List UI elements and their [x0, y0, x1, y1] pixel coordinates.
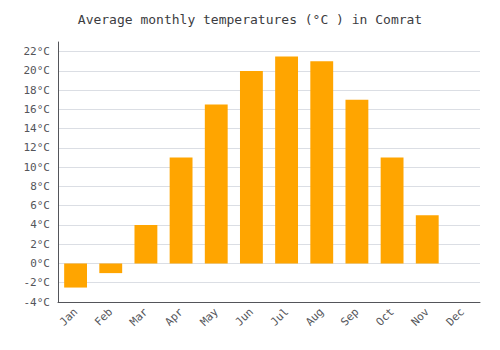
svg-text:May: May: [198, 305, 221, 328]
svg-text:-2°C: -2°C: [24, 276, 51, 289]
svg-text:Jun: Jun: [233, 305, 256, 328]
svg-text:Mar: Mar: [127, 305, 150, 328]
svg-text:0°C: 0°C: [30, 257, 50, 270]
svg-text:22°C: 22°C: [24, 45, 51, 58]
svg-text:14°C: 14°C: [24, 122, 51, 135]
svg-text:Feb: Feb: [92, 305, 115, 328]
svg-text:12°C: 12°C: [24, 141, 51, 154]
svg-text:20°C: 20°C: [24, 64, 51, 77]
svg-text:Apr: Apr: [162, 305, 185, 328]
svg-text:Jul: Jul: [268, 305, 291, 328]
svg-text:10°C: 10°C: [24, 161, 51, 174]
svg-text:2°C: 2°C: [30, 238, 50, 251]
svg-text:4°C: 4°C: [30, 218, 50, 231]
svg-text:18°C: 18°C: [24, 84, 51, 97]
svg-text:Aug: Aug: [303, 305, 326, 328]
svg-text:16°C: 16°C: [24, 103, 51, 116]
svg-text:Nov: Nov: [409, 305, 432, 328]
svg-text:Average monthly temperatures (: Average monthly temperatures (°C ) in Co…: [78, 12, 422, 27]
svg-text:Sep: Sep: [338, 305, 361, 328]
svg-text:8°C: 8°C: [30, 180, 50, 193]
svg-text:-4°C: -4°C: [24, 296, 51, 309]
svg-text:Dec: Dec: [444, 305, 467, 328]
svg-text:6°C: 6°C: [30, 199, 50, 212]
svg-text:Oct: Oct: [373, 305, 396, 328]
svg-text:Jan: Jan: [57, 305, 80, 328]
